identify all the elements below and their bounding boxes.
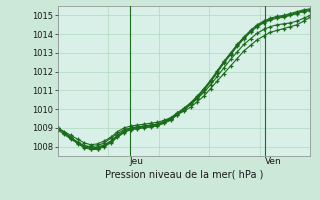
X-axis label: Pression niveau de la mer( hPa ): Pression niveau de la mer( hPa ) <box>105 170 263 180</box>
Text: Jeu: Jeu <box>130 157 144 166</box>
Text: Ven: Ven <box>265 157 282 166</box>
